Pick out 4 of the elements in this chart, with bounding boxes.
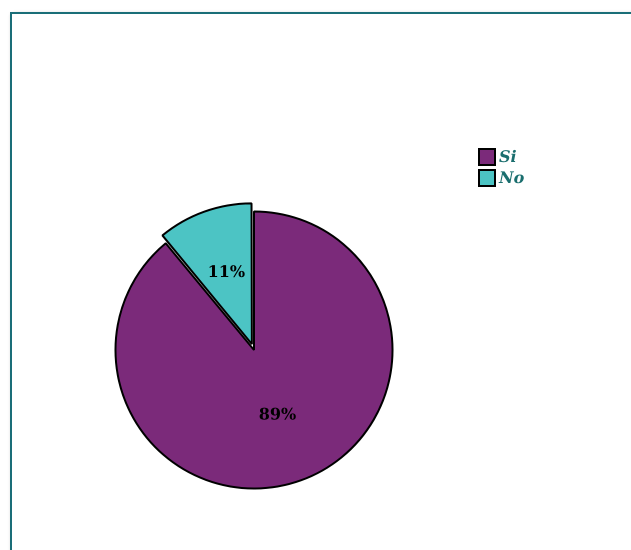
data-label: 89% [258, 404, 296, 424]
legend-label: Si [499, 146, 517, 167]
legend-label: No [499, 167, 524, 188]
data-label: 11% [208, 262, 246, 282]
